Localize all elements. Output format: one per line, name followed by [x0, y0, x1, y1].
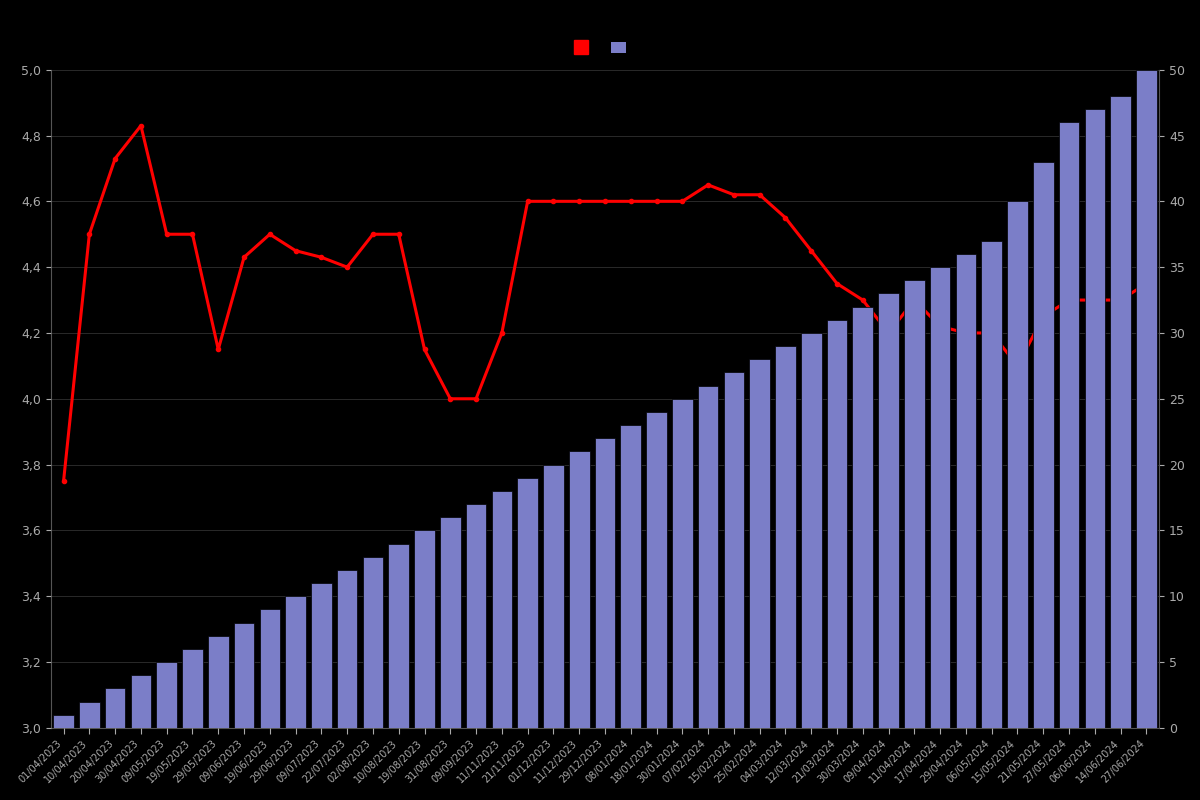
Bar [1136, 70, 1157, 728]
Bar [827, 320, 847, 728]
Bar [79, 702, 100, 728]
Bar [672, 398, 692, 728]
Bar [1085, 109, 1105, 728]
Bar [544, 465, 564, 728]
Legend: , : , [569, 37, 641, 59]
Bar [311, 583, 331, 728]
Bar [286, 596, 306, 728]
Bar [955, 254, 977, 728]
Bar [775, 346, 796, 728]
Bar [131, 675, 151, 728]
Bar [595, 438, 616, 728]
Bar [724, 373, 744, 728]
Bar [697, 386, 719, 728]
Bar [208, 636, 228, 728]
Bar [1033, 162, 1054, 728]
Bar [440, 518, 461, 728]
Bar [517, 478, 538, 728]
Bar [466, 504, 486, 728]
Bar [878, 294, 899, 728]
Bar [156, 662, 178, 728]
Bar [234, 622, 254, 728]
Bar [414, 530, 434, 728]
Bar [749, 359, 770, 728]
Bar [492, 491, 512, 728]
Bar [259, 610, 280, 728]
Bar [620, 425, 641, 728]
Bar [800, 333, 822, 728]
Bar [362, 557, 383, 728]
Bar [1110, 96, 1130, 728]
Bar [104, 688, 126, 728]
Bar [1007, 202, 1027, 728]
Bar [904, 280, 925, 728]
Bar [389, 543, 409, 728]
Bar [53, 714, 74, 728]
Bar [1058, 122, 1079, 728]
Bar [182, 649, 203, 728]
Bar [647, 412, 667, 728]
Bar [852, 306, 874, 728]
Bar [337, 570, 358, 728]
Bar [982, 241, 1002, 728]
Bar [569, 451, 589, 728]
Bar [930, 267, 950, 728]
